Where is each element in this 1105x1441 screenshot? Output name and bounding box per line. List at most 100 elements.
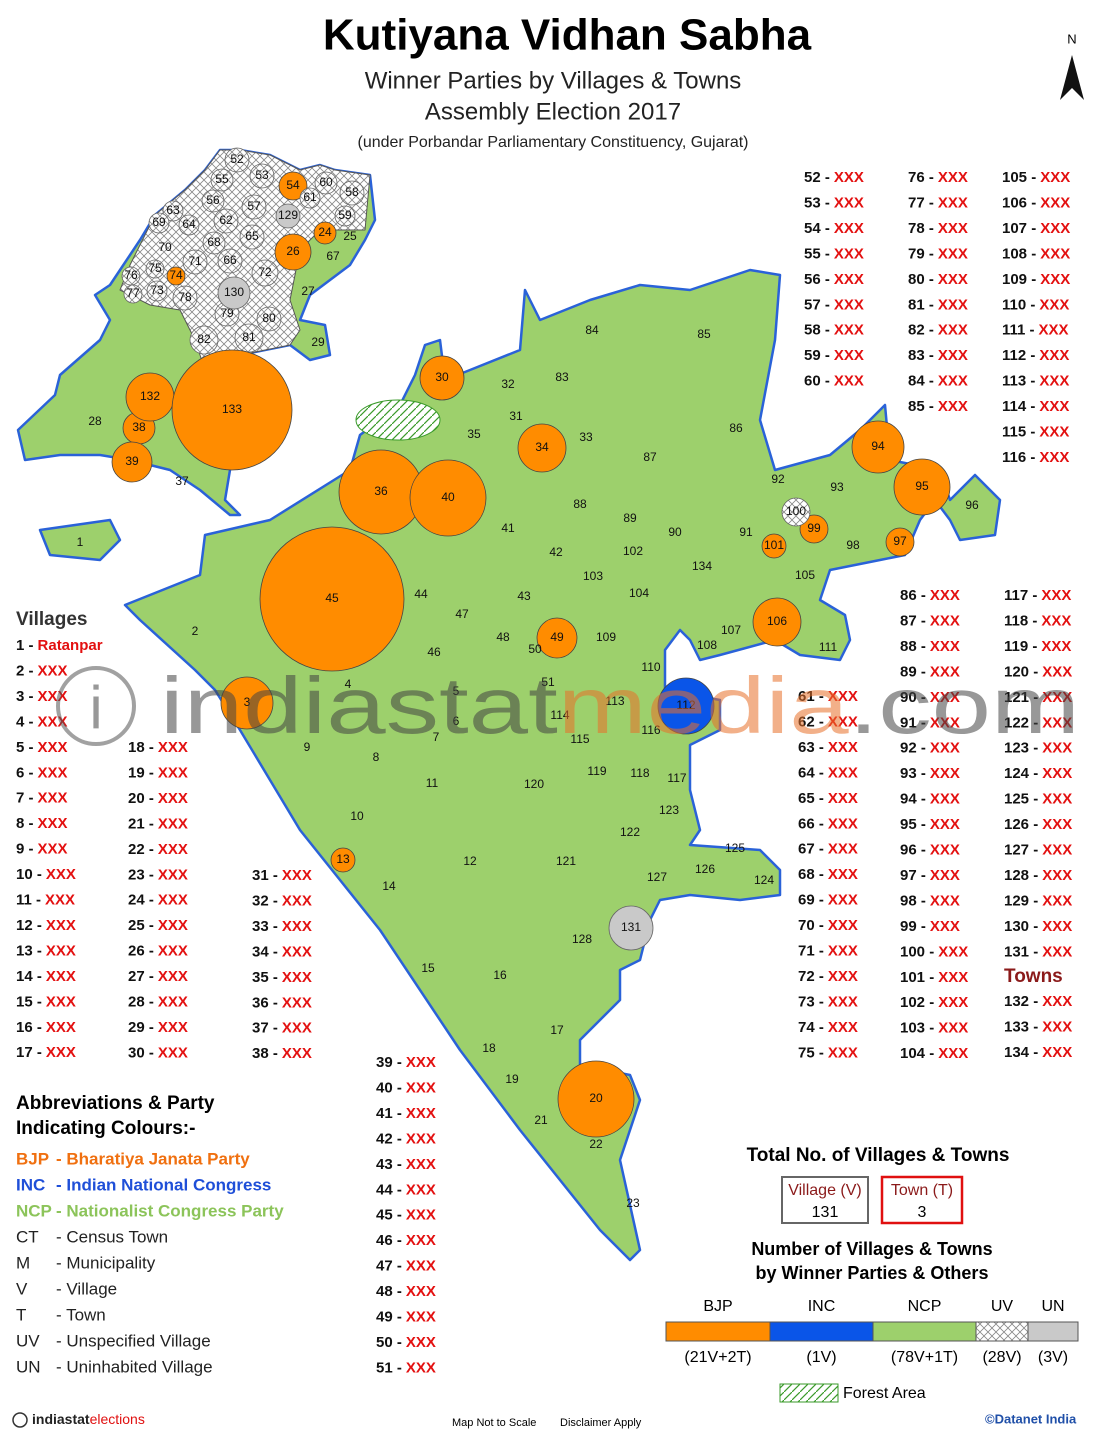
entry-number: 22 -	[128, 841, 154, 858]
region-label: 10	[350, 809, 364, 823]
entry-number: 127 -	[1004, 841, 1038, 858]
entry-number: 43 -	[376, 1156, 402, 1173]
entry-name: XXX	[938, 245, 968, 262]
region-label: 96	[965, 498, 979, 512]
entry-number: 15 -	[16, 993, 42, 1010]
entry-name: XXX	[406, 1258, 436, 1275]
entry-number: 20 -	[128, 790, 154, 807]
list-entry: 63 - XXX	[798, 739, 858, 756]
entry-name: XXX	[828, 993, 858, 1010]
entry-name: XXX	[282, 892, 312, 909]
region-label: 76	[124, 268, 138, 282]
entry-number: 11 -	[16, 891, 41, 908]
region-label: 26	[286, 244, 300, 258]
region-uv	[251, 259, 279, 287]
entry-number: 69 -	[798, 892, 824, 909]
region-label: 72	[258, 265, 272, 279]
village-label: Village (V)	[788, 1182, 862, 1199]
list-entry: 14 - XXX	[16, 968, 76, 985]
entry-name: XXX	[406, 1283, 436, 1300]
entry-name: Ratanpar	[38, 637, 103, 654]
entry-number: 78 -	[908, 220, 934, 237]
entry-number: 117 -	[1004, 587, 1037, 604]
region-label: 14	[382, 879, 396, 893]
list-entry: 48 - XXX	[376, 1283, 436, 1300]
region-label: 100	[786, 504, 806, 518]
region-un	[217, 276, 251, 310]
entry-number: 76 -	[908, 169, 934, 186]
list-entry: 98 - XXX	[900, 892, 960, 909]
entry-name: XXX	[1040, 245, 1070, 262]
region-bjp	[259, 526, 405, 672]
entry-name: XXX	[930, 663, 960, 680]
entry-name: XXX	[828, 917, 858, 934]
entry-number: 13 -	[16, 942, 42, 959]
entry-name: XXX	[1042, 918, 1072, 935]
region-inc	[657, 677, 715, 735]
entry-name: XXX	[158, 764, 188, 781]
region-uv	[123, 284, 143, 304]
entry-name: XXX	[1042, 1044, 1072, 1061]
entry-number: 83 -	[908, 347, 934, 364]
region-label: 42	[549, 545, 563, 559]
list-entry: 108 - XXX	[1002, 245, 1070, 262]
entry-number: 23 -	[128, 866, 154, 883]
entry-name: XXX	[938, 969, 968, 986]
list-entry: 105 - XXX	[1002, 169, 1070, 186]
list-entry: 36 - XXX	[252, 994, 312, 1011]
abbr-desc: - Municipality	[56, 1253, 156, 1272]
region-label: 91	[739, 525, 753, 539]
entry-name: XXX	[834, 245, 864, 262]
region-un	[608, 905, 654, 951]
entry-number: 34 -	[252, 943, 278, 960]
entry-name: XXX	[1039, 449, 1069, 466]
list-entry: 35 - XXX	[252, 969, 312, 986]
list-entry: 70 - XXX	[798, 917, 858, 934]
list-entry: 114 - XXX	[1002, 398, 1069, 415]
region-label: 130	[224, 285, 244, 299]
entry-number: 132 -	[1004, 993, 1038, 1010]
entry-number: 2 -	[16, 662, 34, 679]
entry-number: 67 -	[798, 841, 824, 858]
list-entry: 5 - XXX	[16, 739, 68, 756]
region-label: 31	[509, 409, 523, 423]
entry-number: 8 -	[16, 815, 34, 832]
list-entry: 54 - XXX	[804, 220, 864, 237]
region-label: 109	[596, 630, 616, 644]
entry-name: XXX	[938, 194, 968, 211]
entry-number: 29 -	[128, 1019, 154, 1036]
entry-name: XXX	[282, 969, 312, 986]
region-label: 85	[697, 327, 711, 341]
entry-number: 56 -	[804, 271, 830, 288]
list-entry: 79 - XXX	[908, 245, 968, 262]
entry-number: 96 -	[900, 841, 926, 858]
list-entry: 46 - XXX	[376, 1232, 436, 1249]
entry-name: XXX	[1039, 296, 1069, 313]
list-entry: 12 - XXX	[16, 917, 76, 934]
region-bjp	[752, 597, 802, 647]
list-entry: 60 - XXX	[804, 373, 864, 390]
entry-number: 45 -	[376, 1207, 402, 1224]
list-entry: 112 - XXX	[1002, 347, 1069, 364]
entry-name: XXX	[828, 713, 858, 730]
abbr-desc: - Unspecified Village	[56, 1331, 211, 1350]
entry-name: XXX	[406, 1181, 436, 1198]
region-label: 117	[667, 771, 686, 785]
entry-name: XXX	[834, 271, 864, 288]
entry-name: XXX	[158, 892, 188, 909]
list-entry: 87 - XXX	[900, 612, 960, 629]
watermark-text: indiastat media .com	[160, 661, 1080, 750]
region-label: 83	[555, 370, 569, 384]
region-label: 3	[244, 695, 251, 709]
list-entry: 44 - XXX	[376, 1181, 436, 1198]
credit: ©Datanet India	[985, 1411, 1077, 1426]
region-label: 132	[140, 389, 160, 403]
region-label: 66	[223, 253, 237, 267]
region-label: 102	[623, 544, 643, 558]
entry-name: XXX	[158, 815, 188, 832]
list-entry: 65 - XXX	[798, 790, 858, 807]
entry-name: XXX	[406, 1359, 436, 1376]
list-entry: 39 - XXX	[376, 1054, 436, 1071]
list-entry: 51 - XXX	[376, 1359, 436, 1376]
list-entry: 37 - XXX	[252, 1020, 312, 1037]
